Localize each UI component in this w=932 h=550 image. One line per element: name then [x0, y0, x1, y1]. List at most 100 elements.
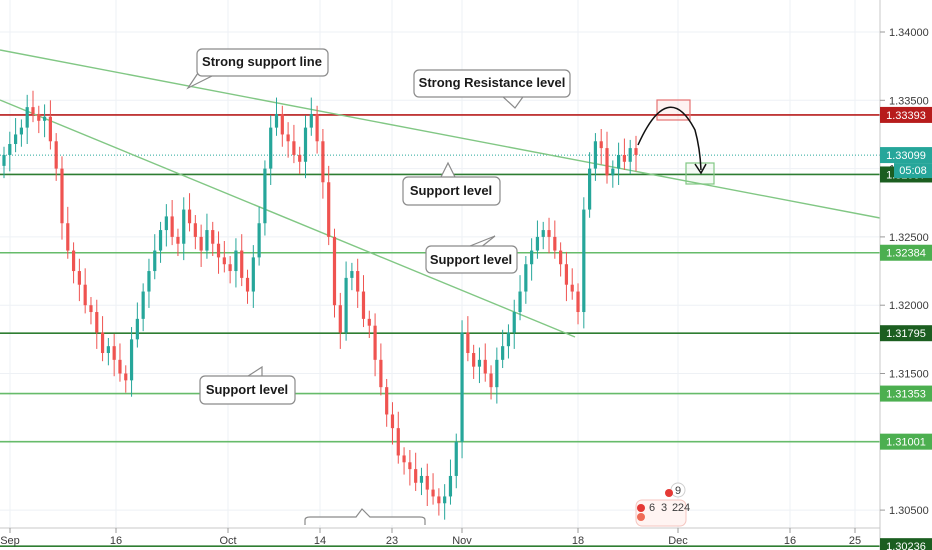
candle-body — [66, 223, 70, 251]
candle-body — [338, 305, 342, 333]
candle-body — [309, 113, 313, 128]
candle-body — [315, 113, 319, 142]
flag-icon — [665, 489, 673, 497]
countdown-label: 05:08 — [899, 165, 927, 177]
candle-body — [303, 127, 308, 162]
candle-body — [489, 373, 493, 388]
candle-body — [576, 291, 580, 313]
candle-body — [222, 257, 226, 265]
candle-body — [193, 223, 197, 237]
candle-body — [593, 141, 598, 169]
price-badge — [880, 244, 932, 261]
callout-label: Support level — [430, 252, 512, 267]
price-badge-label: 1.31353 — [886, 389, 926, 401]
price-badge-label: 1.30236 — [886, 541, 926, 550]
time-tick-label: Oct — [219, 535, 236, 547]
candle-body — [437, 496, 441, 504]
candle-body — [245, 277, 250, 292]
candle-body — [553, 236, 557, 251]
candle-body — [205, 230, 209, 251]
candle-body — [100, 332, 105, 354]
candle-body — [622, 154, 627, 162]
candle-body — [129, 339, 134, 381]
candle-body — [518, 291, 522, 313]
candle-body — [48, 116, 52, 142]
target-box-top — [656, 99, 691, 121]
event-count: 3 — [661, 502, 667, 514]
candle-body — [460, 332, 464, 442]
candle-body — [506, 332, 511, 347]
event-group[interactable] — [635, 499, 687, 527]
candle-body — [182, 209, 186, 244]
candle-body — [501, 346, 505, 360]
candle-body — [628, 148, 632, 162]
candle-body — [257, 223, 261, 258]
candle-body — [321, 141, 325, 183]
candle-body — [234, 250, 238, 272]
time-tick-label: Dec — [668, 535, 688, 547]
projection-drawing — [637, 99, 715, 185]
callout-partial-bottom — [304, 508, 426, 525]
candle-body — [292, 141, 296, 155]
event-markers[interactable]: 9 6 3 2 24 — [635, 482, 690, 527]
horizontal-levels — [0, 114, 880, 547]
event-count: 24 — [678, 502, 690, 514]
candle-body — [483, 359, 487, 374]
candle-body — [228, 264, 232, 272]
candle-body — [564, 264, 569, 285]
candle-body — [402, 455, 406, 463]
candle-body — [379, 359, 383, 388]
candle-body — [582, 209, 586, 313]
callout-label: Strong support line — [202, 54, 322, 69]
time-axis[interactable]: Sep 16 Oct 14 23 Nov 18 Dec 16 25 — [0, 527, 880, 547]
candle-body — [263, 168, 267, 224]
candle-body — [211, 230, 215, 244]
time-tick-label: 25 — [849, 535, 861, 547]
callout-label: Strong Resistance level — [419, 75, 566, 90]
price-tick-label: 1.31500 — [889, 369, 929, 381]
candle-body — [77, 271, 81, 285]
time-tick-label: 16 — [784, 535, 796, 547]
callout-label: Support level — [206, 382, 288, 397]
candle-body — [54, 141, 58, 169]
candle-body — [350, 271, 354, 278]
candle-body — [385, 387, 389, 415]
candle-body — [448, 475, 453, 497]
price-badge-label: 1.31795 — [886, 328, 926, 340]
candle-body — [95, 312, 99, 333]
price-badge-label: 1.32384 — [886, 248, 926, 260]
price-tick-label: 1.33500 — [889, 95, 929, 107]
price-badge — [880, 538, 932, 550]
candle-body — [240, 250, 244, 278]
candle-body — [541, 230, 545, 237]
candle-body — [269, 127, 273, 169]
candle-body — [530, 250, 534, 265]
price-tick-label: 1.32000 — [889, 300, 929, 312]
candle-body — [454, 441, 458, 476]
candle-body — [164, 216, 168, 231]
price-axis[interactable]: 1.340001.335001.330001.325001.320001.315… — [879, 0, 932, 550]
candle-body — [414, 469, 418, 483]
candle-body — [588, 168, 592, 210]
price-badge-label: 1.31001 — [886, 437, 926, 449]
target-box-bottom — [685, 162, 715, 185]
candle-body — [390, 414, 395, 429]
candle-body — [274, 113, 279, 128]
candle-body — [605, 148, 609, 176]
candlestick-series — [2, 90, 638, 520]
time-tick-label: 14 — [314, 535, 326, 547]
candle-body — [170, 216, 174, 237]
candle-body — [419, 475, 424, 483]
candle-body — [344, 277, 348, 333]
callout-label: Support level — [410, 183, 492, 198]
callout-strong-support-line: Strong support line — [186, 48, 329, 90]
callout-support-level-middle: Support level — [425, 235, 518, 274]
trendlines — [0, 49, 881, 338]
projection-arrowhead — [694, 163, 707, 175]
candle-body — [356, 271, 360, 292]
time-tick-label: Sep — [0, 535, 20, 547]
callout-strong-resistance-level: Strong Resistance level — [413, 69, 571, 109]
candle-body — [466, 332, 470, 354]
callout-support-level-upper: Support level — [402, 161, 501, 206]
